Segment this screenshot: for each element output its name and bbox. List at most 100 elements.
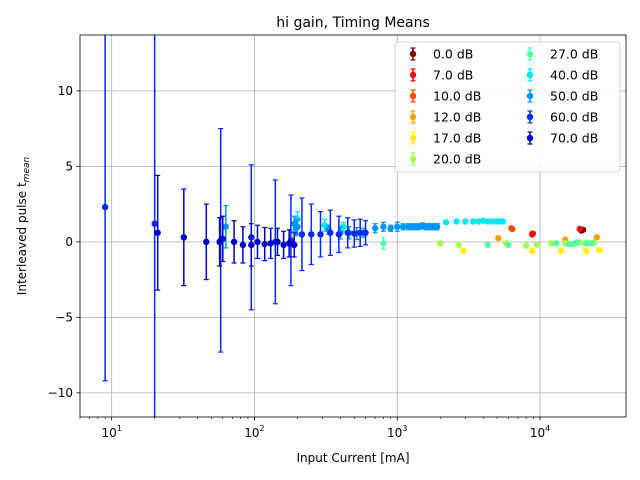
data-point <box>203 238 210 246</box>
data-point <box>101 203 109 211</box>
data-point <box>380 240 387 247</box>
data-point <box>596 246 603 254</box>
x-tick-label: 102 <box>244 424 264 440</box>
legend-item: 40.0 dB <box>526 68 598 83</box>
data-point <box>405 223 412 230</box>
data-point <box>462 218 469 225</box>
chart-title: hi gain, Timing Means <box>276 15 430 31</box>
data-point <box>298 231 306 238</box>
data-point <box>327 229 334 236</box>
y-tick-label: 0 <box>65 235 73 249</box>
legend-item: 70.0 dB <box>526 131 598 146</box>
data-point <box>533 241 541 249</box>
data-point <box>565 240 573 248</box>
data-point <box>522 242 530 249</box>
data-point <box>453 218 460 225</box>
legend-marker <box>409 50 417 58</box>
x-tick-label: 101 <box>101 424 121 440</box>
data-point <box>371 225 379 232</box>
data-point <box>248 241 255 249</box>
x-tick-label: 104 <box>530 424 550 440</box>
legend-marker <box>409 71 417 79</box>
data-point <box>274 238 281 246</box>
data-point <box>239 241 247 249</box>
legend-box <box>394 41 621 173</box>
legend-label: 7.0 dB <box>433 68 473 83</box>
axes-frame <box>79 34 627 418</box>
legend-label: 70.0 dB <box>550 131 598 146</box>
data-point <box>399 223 407 230</box>
series <box>460 246 603 255</box>
data-point <box>351 230 358 237</box>
series <box>154 174 298 291</box>
series <box>380 236 595 251</box>
data-point <box>230 238 238 246</box>
legend-label: 60.0 dB <box>550 110 598 125</box>
legend-marker <box>409 134 417 142</box>
legend-label: 50.0 dB <box>550 89 598 104</box>
y-tick-label: −5 <box>55 310 73 324</box>
data-point <box>475 218 482 225</box>
data-layer <box>101 35 603 417</box>
x-axis-label: Input Current [mA] <box>296 451 409 465</box>
series <box>508 225 516 233</box>
legend-item: 7.0 dB <box>409 68 473 83</box>
data-point <box>460 247 467 255</box>
data-point <box>529 230 537 237</box>
data-point <box>505 241 512 249</box>
legend-item: 50.0 dB <box>526 89 598 104</box>
data-point <box>356 229 364 236</box>
legend-item: 27.0 dB <box>526 47 598 62</box>
data-point <box>499 218 507 225</box>
data-point <box>394 223 401 230</box>
x-tick-label-exponent: 2 <box>260 424 265 433</box>
x-tick-label-exponent: 3 <box>402 424 407 433</box>
data-point <box>484 241 491 249</box>
legend-label: 40.0 dB <box>550 68 598 83</box>
data-point <box>335 231 343 238</box>
legend-item: 20.0 dB <box>409 152 481 167</box>
legend-marker <box>526 92 534 100</box>
y-tick-label: −10 <box>48 386 73 400</box>
data-point <box>317 231 324 238</box>
legend-marker <box>409 113 417 121</box>
data-point <box>548 240 555 247</box>
legend-item: 10.0 dB <box>409 89 481 104</box>
data-point <box>588 240 595 247</box>
y-tick-label: 5 <box>65 159 73 173</box>
legend-label: 20.0 dB <box>433 152 481 167</box>
data-point <box>362 229 369 236</box>
data-point <box>291 241 298 249</box>
data-point <box>437 240 444 247</box>
x-tick-label-exponent: 4 <box>545 424 550 433</box>
data-point <box>576 225 584 233</box>
series <box>294 211 507 232</box>
y-axis-label-main: Interleaved pulse t <box>15 182 29 295</box>
data-point <box>528 247 536 255</box>
series <box>528 225 584 238</box>
data-point <box>219 235 226 243</box>
y-tick-label: 10 <box>58 84 73 98</box>
y-axis-label-sub: mean <box>22 157 32 183</box>
data-point <box>410 223 417 230</box>
data-point <box>344 229 351 236</box>
data-point <box>267 240 274 247</box>
data-point <box>495 234 502 242</box>
data-point <box>321 222 328 229</box>
x-tick-label-base: 10 <box>530 426 545 440</box>
data-point <box>593 234 601 241</box>
legend-marker <box>526 134 534 142</box>
legend-marker <box>526 113 534 121</box>
x-tick-label-base: 10 <box>387 426 402 440</box>
x-tick-label: 103 <box>387 424 407 440</box>
legend-item: 17.0 dB <box>409 131 481 146</box>
legend-item: 12.0 dB <box>409 110 481 125</box>
legend-item: 60.0 dB <box>526 110 598 125</box>
legend-marker <box>526 71 534 79</box>
data-point <box>151 220 158 227</box>
data-point <box>340 223 347 230</box>
data-point <box>442 219 450 226</box>
legend-item: 0.0 dB <box>409 47 473 62</box>
data-point <box>469 218 477 225</box>
